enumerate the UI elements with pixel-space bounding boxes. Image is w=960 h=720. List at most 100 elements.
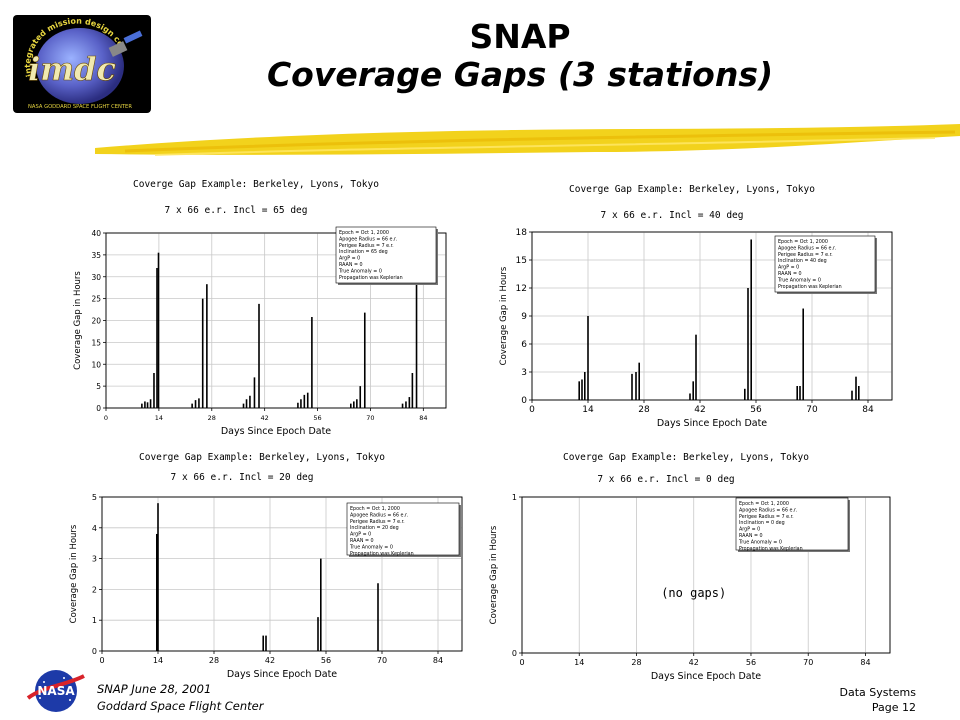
gap-bar [153, 373, 155, 408]
chart-svg: Coverge Gap Example: Berkeley, Lyons, To… [499, 184, 893, 429]
gap-bar [363, 312, 366, 408]
page-title: SNAP Coverage Gaps (3 stations) [180, 18, 860, 94]
gap-bar [750, 239, 752, 400]
x-tick-label: 84 [419, 414, 427, 422]
gap-bar [747, 288, 749, 400]
x-tick-label: 0 [99, 656, 104, 665]
logo-bottom-text: NASA GODDARD SPACE FLIGHT CENTER [28, 104, 132, 110]
y-tick-label: 3 [92, 555, 97, 564]
footer-left-line-1: SNAP June 28, 2001 [97, 682, 212, 696]
footer-right-line-1: Data Systems [839, 686, 916, 699]
legend-entry: ArgP = 0 [778, 265, 799, 271]
y-tick-label: 25 [91, 295, 101, 304]
legend-entry: RAAN = 0 [339, 262, 363, 268]
satellite-icon [108, 41, 128, 57]
gap-bar [242, 403, 245, 408]
legend-entry: Inclination = 40 deg [778, 258, 827, 264]
logo-wordmark: imdc [28, 50, 116, 88]
y-tick-label: 2 [92, 585, 97, 594]
legend-entry: Apogee Radius = 66 e.r. [350, 512, 408, 518]
x-tick-label: 14 [155, 414, 163, 422]
x-tick-label: 56 [750, 405, 762, 415]
plot-border [105, 232, 447, 409]
legend-entry: Inclination = 0 deg [739, 520, 785, 526]
nasa-logo: NASA [24, 668, 88, 714]
gap-bar [245, 399, 248, 408]
gap-bar [198, 398, 200, 408]
x-tick-label: 42 [689, 658, 699, 667]
legend-entry: True Anomaly = 0 [338, 268, 382, 274]
x-tick-label: 0 [519, 658, 524, 667]
y-tick-label: 10 [91, 360, 101, 369]
gap-bar [851, 390, 853, 400]
chart-incl-40: Coverge Gap Example: Berkeley, Lyons, To… [490, 180, 900, 440]
chart-svg: Coverge Gap Example: Berkeley, Lyons, To… [489, 452, 891, 682]
gap-bar [156, 533, 158, 651]
x-tick-label: 0 [529, 405, 535, 415]
y-tick-label: 0 [96, 404, 101, 413]
y-axis-label: Coverage Gap in Hours [69, 524, 79, 623]
y-tick-label: 3 [521, 368, 527, 378]
chart-incl-0: Coverge Gap Example: Berkeley, Lyons, To… [489, 450, 900, 684]
gap-bar [141, 403, 143, 408]
chart-title: Coverge Gap Example: Berkeley, Lyons, To… [569, 184, 815, 195]
gap-bar [206, 284, 208, 408]
gap-bar [157, 503, 159, 651]
legend-entry: RAAN = 0 [350, 538, 374, 544]
x-tick-label: 70 [803, 658, 813, 667]
y-tick-label: 5 [96, 382, 101, 391]
chart-svg: Coverge Gap Example: Berkeley, Lyons, To… [73, 179, 447, 437]
x-tick-label: 14 [574, 658, 584, 667]
title-line-1: SNAP [469, 17, 571, 56]
chart-subtitle: 7 x 66 e.r. Incl = 40 deg [601, 210, 744, 221]
gap-bar [194, 400, 197, 408]
gap-bar [146, 402, 149, 408]
globe-icon [36, 28, 124, 104]
gap-bar [350, 403, 352, 408]
legend-entry: Perigee Radius = 7 e.r. [739, 514, 794, 520]
x-tick-label: 84 [860, 658, 870, 667]
legend-entry: Inclination = 20 deg [350, 525, 399, 531]
legend-entry: Apogee Radius = 66 e.r. [339, 236, 397, 242]
footer-left: SNAP June 28, 2001 Goddard Space Flight … [97, 681, 263, 715]
y-tick-label: 15 [91, 338, 101, 347]
legend-entry: Propagation was Keplerian [778, 284, 842, 290]
x-tick-label: 28 [631, 658, 641, 667]
gap-bar [253, 377, 256, 408]
nasa-meatball-icon [35, 670, 77, 712]
y-tick-label: 15 [516, 256, 527, 266]
y-tick-label: 9 [521, 312, 527, 322]
gap-bar [689, 393, 691, 400]
legend-entry: RAAN = 0 [778, 271, 802, 277]
legend-entry: Perigee Radius = 7 e.r. [350, 519, 405, 525]
gap-bar [359, 386, 362, 408]
x-tick-label: 56 [313, 414, 321, 422]
chart-title: Coverge Gap Example: Berkeley, Lyons, To… [133, 179, 379, 190]
nasa-logo-text: NASA [37, 684, 75, 698]
y-tick-label: 1 [92, 616, 97, 625]
gap-bar [356, 399, 358, 408]
y-axis-label: Coverage Gap in Hours [489, 525, 499, 624]
y-tick-label: 4 [92, 524, 97, 533]
plot-border [521, 496, 891, 654]
chart-subtitle: 7 x 66 e.r. Incl = 65 deg [165, 205, 308, 216]
gap-bar [401, 403, 404, 408]
legend-entry: Propagation was Keplerian [350, 551, 414, 557]
y-tick-label: 0 [521, 396, 527, 406]
yellow-brush-stroke [95, 118, 960, 163]
gap-bar [149, 399, 152, 408]
footer-left-line-2: Goddard Space Flight Center [97, 699, 264, 713]
x-tick-label: 84 [862, 405, 874, 415]
legend-entry: Propagation was Keplerian [739, 546, 803, 552]
x-axis-label: Days Since Epoch Date [657, 418, 767, 429]
chart-incl-20: Coverge Gap Example: Berkeley, Lyons, To… [60, 450, 470, 680]
legend-entry: ArgP = 0 [339, 256, 360, 262]
x-tick-label: 84 [433, 656, 443, 665]
x-tick-label: 56 [746, 658, 756, 667]
x-tick-label: 14 [582, 405, 594, 415]
gap-bar [306, 392, 309, 408]
legend-entry: True Anomaly = 0 [738, 539, 782, 545]
gap-bar [249, 395, 251, 408]
gap-bar [377, 583, 379, 651]
gap-bar [157, 252, 160, 408]
